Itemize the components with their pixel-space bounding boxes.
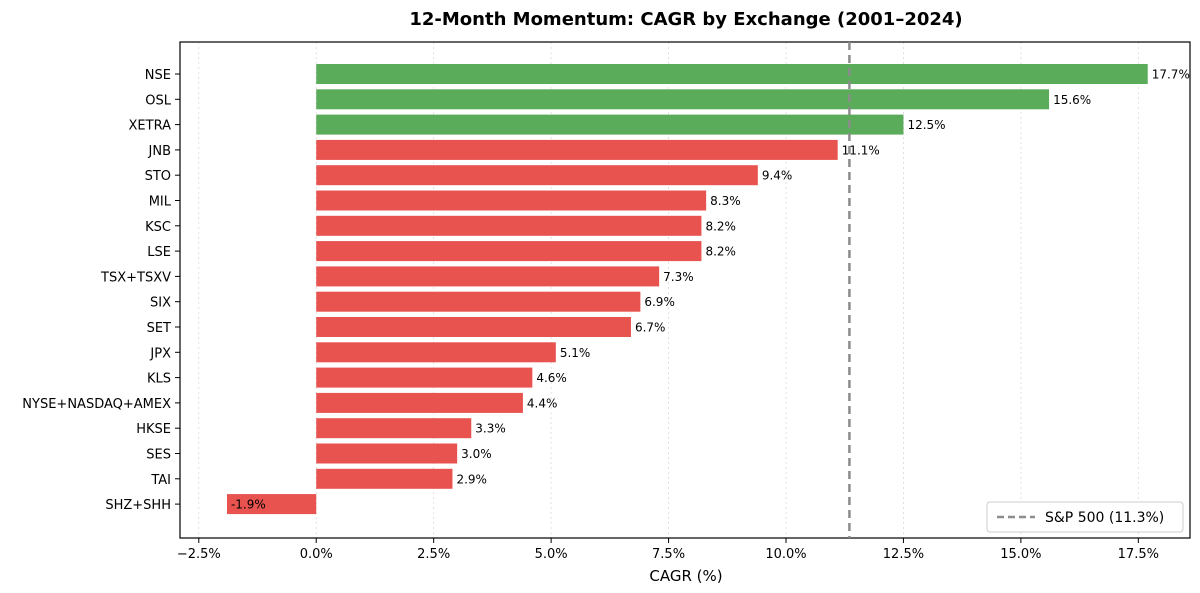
data-label: 2.9% xyxy=(456,472,487,486)
y-tick-label: JPX xyxy=(149,346,171,361)
bar-lse xyxy=(316,241,702,262)
bar-kls xyxy=(316,367,533,388)
data-label: -1.9% xyxy=(231,498,266,512)
y-tick-label: NSE xyxy=(145,68,171,83)
x-tick-label: 5.0% xyxy=(535,547,568,562)
y-tick-label: TSX+TSXV xyxy=(100,270,171,285)
legend-entry-sp500: S&P 500 (11.3%) xyxy=(1045,510,1164,526)
data-label: 11.1% xyxy=(842,143,880,157)
x-tick-label: −2.5% xyxy=(177,547,221,562)
y-tick-label: KLS xyxy=(147,372,171,387)
x-tick-label: 2.5% xyxy=(417,547,450,562)
data-label: 7.3% xyxy=(663,270,694,284)
y-tick-label: SIX xyxy=(150,296,171,311)
data-label: 6.9% xyxy=(644,295,675,309)
plot-frame xyxy=(179,41,1191,539)
y-tick-label: STO xyxy=(145,169,171,184)
y-tick-label: SHZ+SHH xyxy=(105,498,171,513)
y-tick-label: KSC xyxy=(145,220,171,235)
data-label: 3.3% xyxy=(475,422,506,436)
bar-jnb xyxy=(316,139,838,160)
data-label: 8.2% xyxy=(705,219,736,233)
y-tick-label: MIL xyxy=(149,195,172,210)
x-tick-label: 0.0% xyxy=(300,547,333,562)
bar-tsx-tsxv xyxy=(316,266,660,287)
y-tick-label: TAI xyxy=(150,473,171,488)
bar-sto xyxy=(316,165,758,186)
data-labels: 17.7% 15.6% 12.5% 11.1% 9.4% 8.3% 8.2% 8.2% 7.3%… xyxy=(231,68,1190,512)
chart-title: 12-Month Momentum: CAGR by Exchange (200… xyxy=(409,9,962,30)
data-label: 9.4% xyxy=(762,169,793,183)
bar-hkse xyxy=(316,418,472,439)
bar-tai xyxy=(316,468,453,489)
bar-xetra xyxy=(316,114,904,135)
y-tick-label: OSL xyxy=(145,93,171,108)
y-tick-label: HKSE xyxy=(136,422,171,437)
bar-jpx xyxy=(316,342,556,363)
bar-nse xyxy=(316,64,1148,84)
bar-ses xyxy=(316,443,458,464)
y-tick-label: NYSE+NASDAQ+AMEX xyxy=(22,397,171,412)
data-label: 4.6% xyxy=(536,371,567,385)
bar-shz-shh xyxy=(226,494,317,515)
y-tick-label: XETRA xyxy=(129,119,172,134)
bar-six xyxy=(316,291,641,312)
data-label: 8.2% xyxy=(705,245,736,259)
bar-mil xyxy=(316,190,707,211)
bar-nyse-nasdaq-amex xyxy=(316,392,523,413)
legend-box xyxy=(986,501,1184,533)
data-label: 3.0% xyxy=(461,447,492,461)
y-tick-label: SES xyxy=(146,448,171,463)
x-tick-labels: −2.5% 0.0% 2.5% 5.0% 7.5% 10.0% 12.5% 15.0% 17.5… xyxy=(177,538,1159,562)
x-tick-label: 10.0% xyxy=(765,547,806,562)
data-label: 8.3% xyxy=(710,194,741,208)
y-tick-labels: NSE OSL XETRA JNB STO MIL KSC LSE TSX+TSXV SIX SET… xyxy=(22,68,180,513)
data-label: 4.4% xyxy=(527,396,558,410)
legend: S&P 500 (11.3%) xyxy=(986,501,1184,533)
x-tick-label: 12.5% xyxy=(883,547,924,562)
x-tick-label: 17.5% xyxy=(1118,547,1159,562)
y-tick-label: LSE xyxy=(147,245,171,260)
data-label: 15.6% xyxy=(1053,93,1091,107)
data-label: 17.7% xyxy=(1152,68,1190,82)
y-tick-label: JNB xyxy=(148,144,171,159)
bar-osl xyxy=(316,89,1050,110)
x-axis-label: CAGR (%) xyxy=(649,567,722,585)
bars xyxy=(226,64,1148,515)
x-tick-label: 7.5% xyxy=(652,547,685,562)
data-label: 6.7% xyxy=(635,321,666,335)
x-tick-label: 15.0% xyxy=(1000,547,1041,562)
bar-ksc xyxy=(316,215,702,236)
data-label: 5.1% xyxy=(560,346,591,360)
y-tick-label: SET xyxy=(147,321,171,336)
bar-set xyxy=(316,317,631,337)
data-label: 12.5% xyxy=(907,118,945,132)
